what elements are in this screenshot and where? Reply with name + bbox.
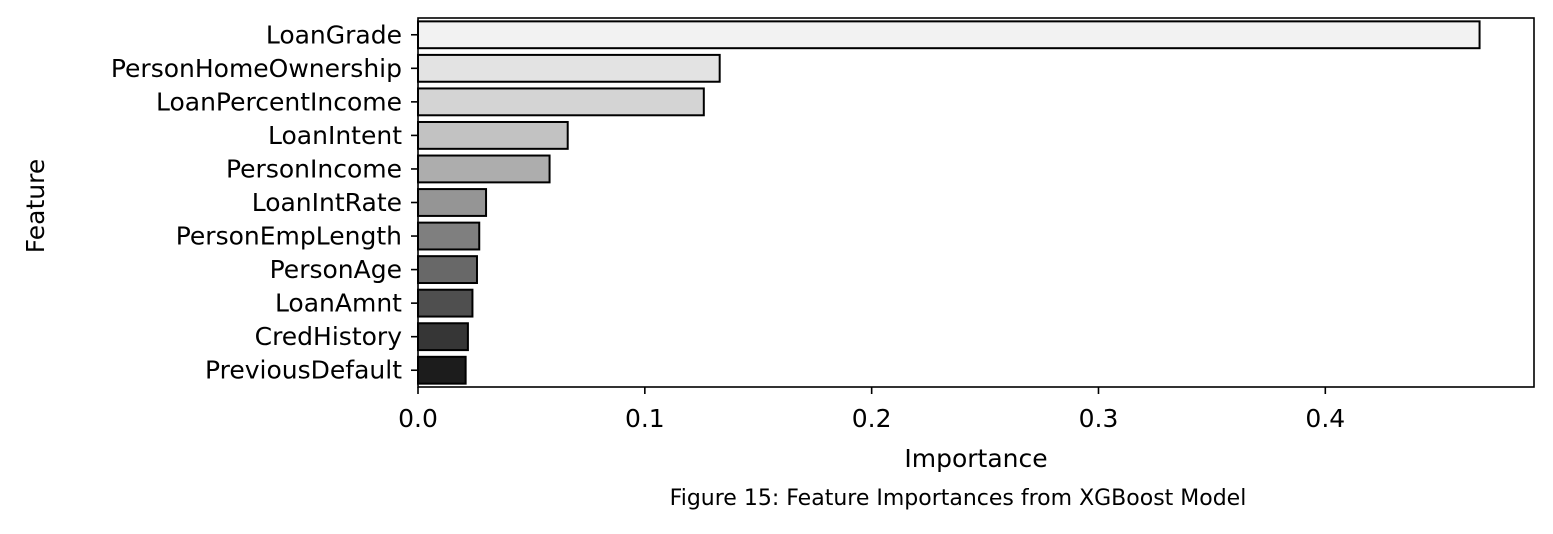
x-tick-layer: 0.0 0.1 0.2 0.3 0.4 xyxy=(398,387,1345,433)
bar-LoanAmnt xyxy=(417,288,474,318)
figure-caption: Figure 15: Feature Importances from XGBo… xyxy=(669,486,1247,511)
x-tick-label: 0.0 xyxy=(398,404,438,433)
y-tick-label: PersonAge xyxy=(270,255,402,284)
bar-PreviousDefault xyxy=(417,355,467,385)
bar-LoanPercentIncome xyxy=(417,87,705,117)
bar-PersonEmpLength xyxy=(417,221,481,251)
y-tick-label: LoanPercentIncome xyxy=(156,87,402,116)
bar-PersonHomeOwnership xyxy=(417,53,721,83)
plot-frame xyxy=(417,17,1535,388)
bars-layer xyxy=(417,20,1481,385)
y-tick-label: LoanIntRate xyxy=(252,188,402,217)
bar-LoanIntRate xyxy=(417,188,488,217)
x-tick-label: 0.3 xyxy=(1079,404,1119,433)
y-axis-label: Feature xyxy=(21,159,50,253)
x-axis-label: Importance xyxy=(904,444,1047,473)
y-tick-label: PersonIncome xyxy=(226,154,402,183)
y-tick-label: PersonHomeOwnership xyxy=(111,54,402,83)
y-tick-layer: LoanGrade PersonHomeOwnership LoanPercentI… xyxy=(111,20,418,385)
y-tick-label: PersonEmpLength xyxy=(176,222,402,251)
x-tick-label: 0.2 xyxy=(852,404,892,433)
y-tick-label: LoanIntent xyxy=(268,121,402,150)
bar-PersonAge xyxy=(417,255,478,285)
bar-PersonIncome xyxy=(417,154,551,184)
y-tick-label: LoanAmnt xyxy=(275,289,402,318)
bar-LoanGrade xyxy=(417,20,1481,50)
y-tick-label: CredHistory xyxy=(255,322,403,351)
y-tick-label: LoanGrade xyxy=(266,20,402,49)
bar-CredHistory xyxy=(417,322,469,352)
x-tick-label: 0.1 xyxy=(625,404,665,433)
y-tick-label: PreviousDefault xyxy=(205,356,402,385)
x-tick-label: 0.4 xyxy=(1305,404,1345,433)
bar-LoanIntent xyxy=(417,120,569,150)
